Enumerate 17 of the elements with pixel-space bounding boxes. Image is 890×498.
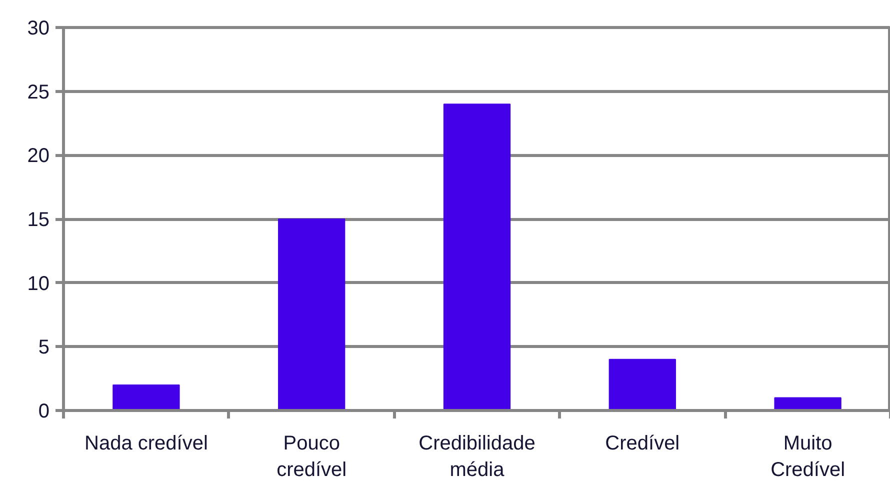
y-tick-label: 0 [38, 400, 50, 422]
y-tick-label: 30 [27, 18, 50, 40]
y-tick-label: 25 [27, 81, 50, 104]
bar [774, 397, 842, 410]
y-tick-label: 10 [27, 272, 50, 295]
bar [608, 358, 676, 410]
bar [443, 104, 511, 410]
x-tick-label: Credível [605, 432, 680, 454]
y-tick-label: 20 [27, 145, 50, 168]
x-tick-label: Credibilidade média [418, 432, 536, 481]
x-tick-label: Pouco credível [276, 432, 347, 481]
y-tick-label: 15 [27, 209, 50, 231]
bar [278, 218, 346, 410]
y-tick-label: 5 [38, 336, 50, 359]
x-tick-label: Nada credível [84, 432, 208, 454]
x-tick-label: Muito Credível [770, 432, 846, 481]
bar [112, 384, 180, 410]
